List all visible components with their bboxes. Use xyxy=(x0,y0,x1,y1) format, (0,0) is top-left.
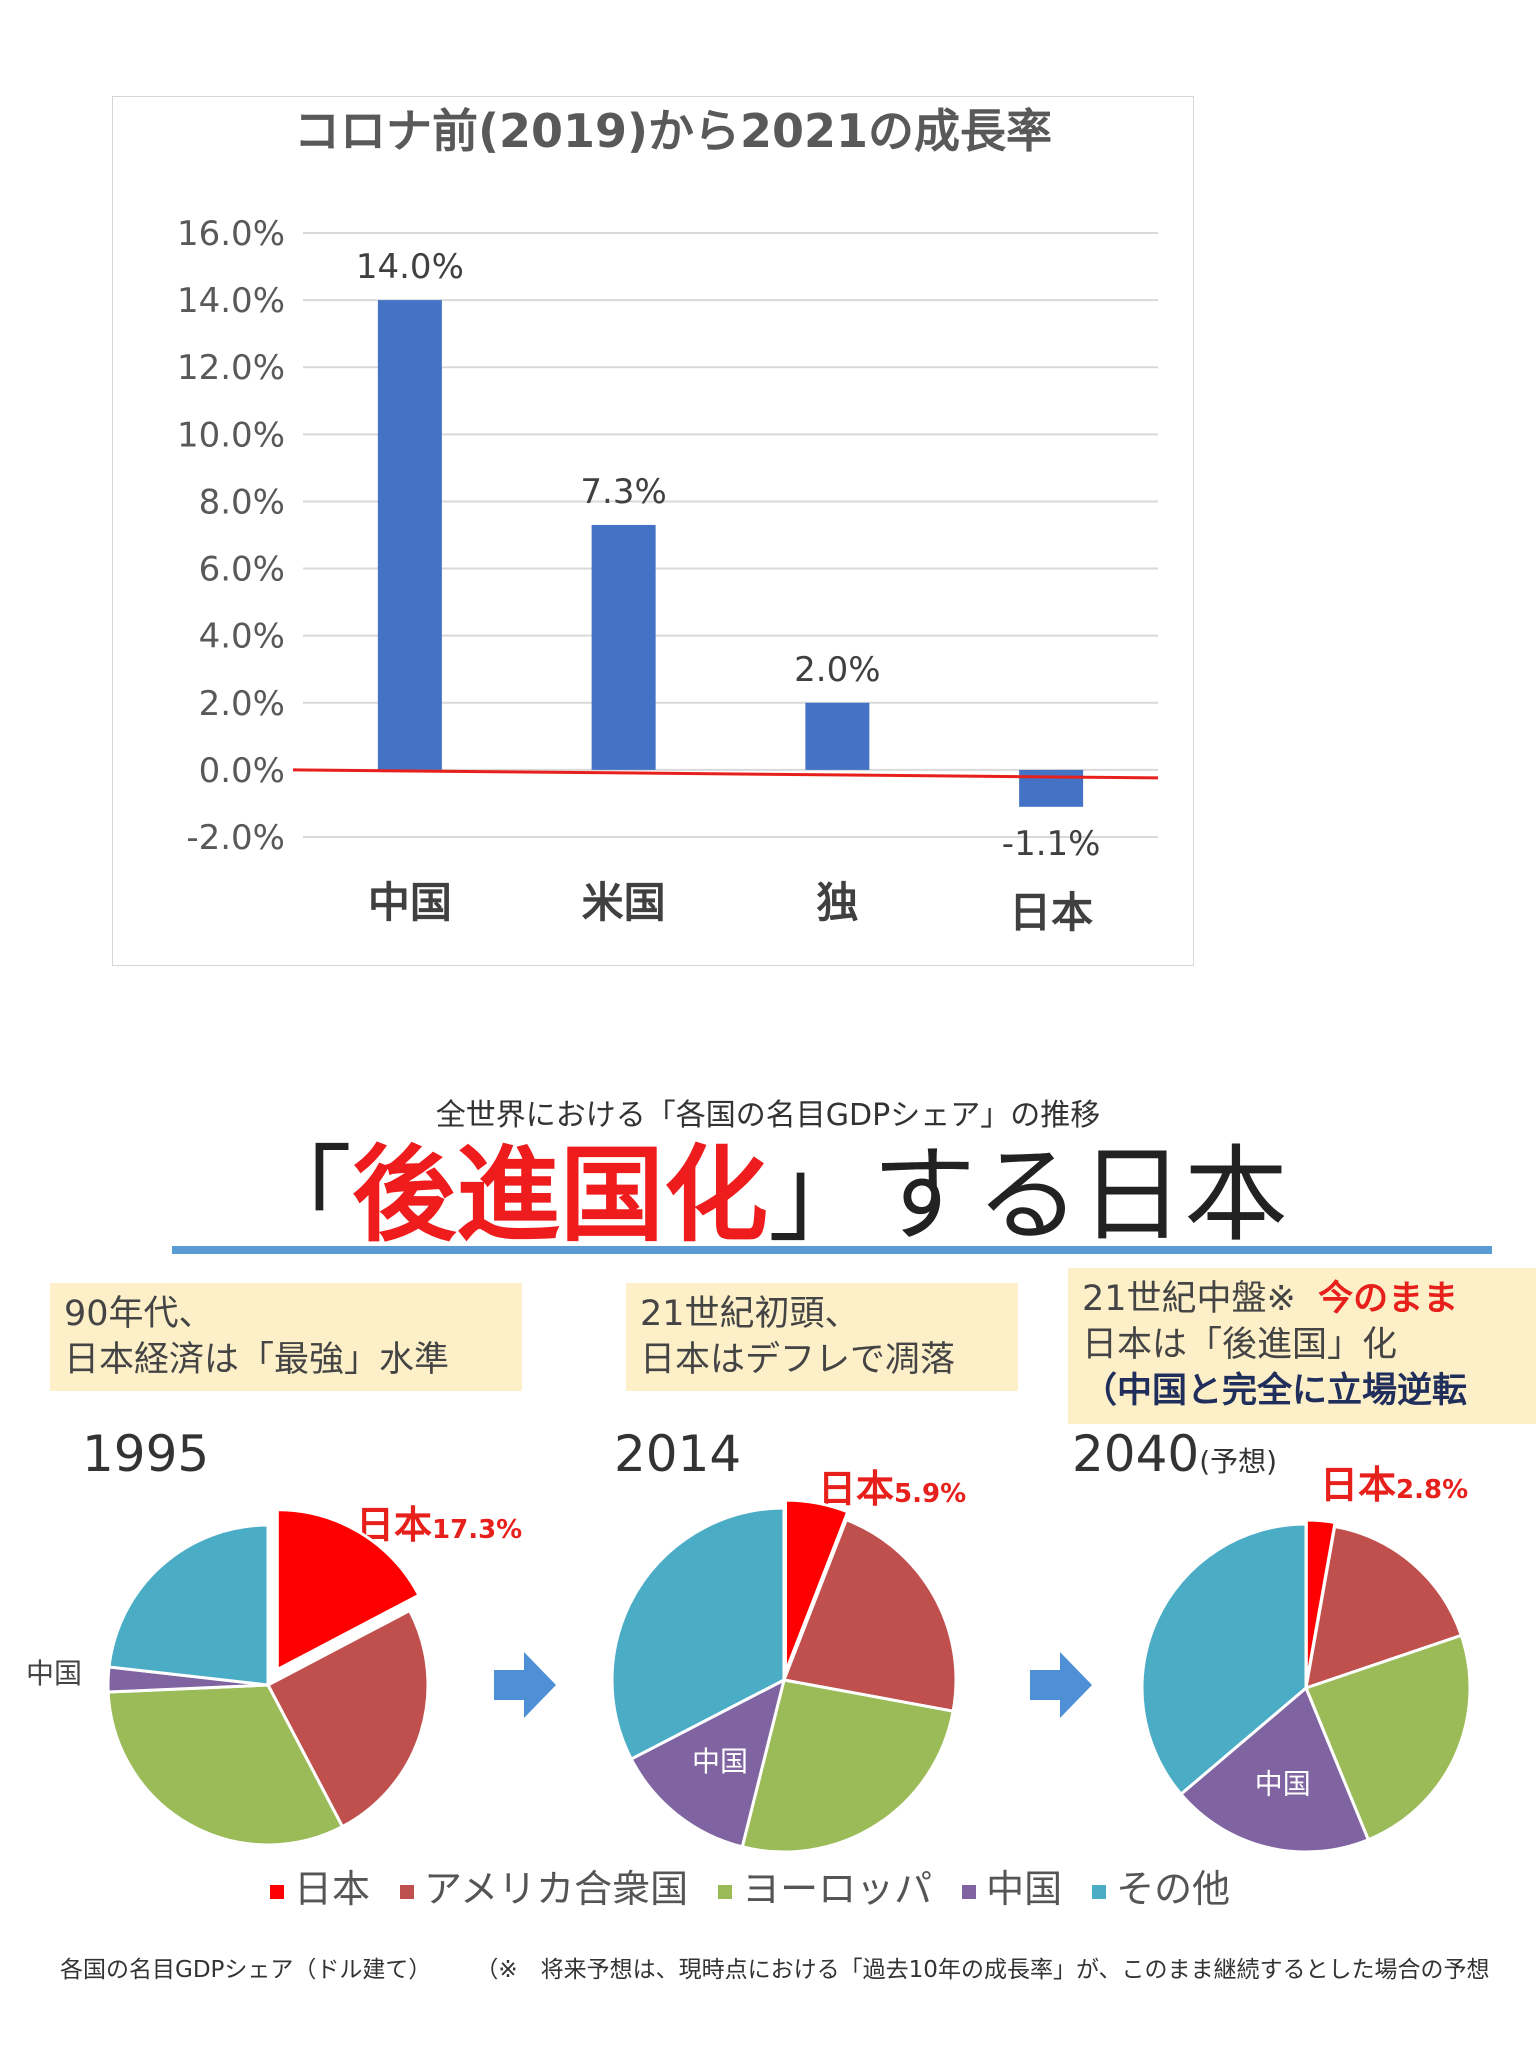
note-2040-line2: 日本は「後進国」化 xyxy=(1082,1325,1398,1365)
legend-item: アメリカ合衆国 xyxy=(400,1858,688,1913)
right-arrow-icon xyxy=(494,1652,556,1718)
legend-label: 中国 xyxy=(986,1867,1063,1911)
infographic-subtitle: 全世界における「各国の名目GDPシェア」の推移 xyxy=(435,1098,1101,1133)
pie-slice xyxy=(740,1678,955,1854)
footer-left: 各国の名目GDPシェア（ドル建て） xyxy=(60,1957,432,1983)
bar xyxy=(805,702,870,770)
pie-slice xyxy=(610,1506,786,1762)
y-tick-label: 0.0% xyxy=(199,751,285,791)
pie-slice xyxy=(107,1523,270,1687)
year-2040-value: 2040 xyxy=(1072,1425,1200,1483)
data-label: 14.0% xyxy=(356,247,464,287)
year-1995: 1995 xyxy=(82,1425,210,1483)
y-tick-label: 4.0% xyxy=(199,617,285,657)
note-2040-line3: （中国と完全に立場逆転 xyxy=(1082,1371,1468,1411)
pie-legend: 日本 アメリカ合衆国 ヨーロッパ 中国 その他 xyxy=(270,1858,1370,1911)
note-2040-line1a: 21世紀中盤※ xyxy=(1082,1279,1296,1319)
legend-item: その他 xyxy=(1092,1858,1230,1913)
category-label: 米国 xyxy=(582,878,666,927)
pie-1995-china-label: 中国 xyxy=(26,1657,83,1690)
headline-emphasis: 後進国化 xyxy=(351,1134,768,1256)
y-tick-label: 10.0% xyxy=(177,415,285,455)
headline-close: 」する日本 xyxy=(768,1134,1289,1256)
right-arrow-icon xyxy=(1030,1652,1092,1718)
pie-slice xyxy=(1140,1522,1308,1797)
legend-label: 日本 xyxy=(294,1867,371,1911)
pie-slice xyxy=(106,1683,345,1847)
pie-charts: 中国 中国 xyxy=(106,1498,1472,1854)
data-label: 7.3% xyxy=(580,472,666,512)
pie-2014-japan-label: 日本5.9% xyxy=(818,1467,967,1511)
category-label: 日本 xyxy=(1009,888,1093,937)
note-1995-line2: 日本経済は「最強」水準 xyxy=(64,1340,450,1380)
pie-2014: 中国 xyxy=(610,1498,958,1854)
note-2040: 21世紀中盤※ 今のまま 日本は「後進国」化 （中国と完全に立場逆転 xyxy=(1068,1268,1536,1424)
note-1995: 90年代、 日本経済は「最強」水準 xyxy=(50,1283,522,1391)
category-label: 独 xyxy=(816,878,858,927)
pie-slice xyxy=(275,1508,421,1673)
pie-china-label: 中国 xyxy=(1255,1768,1311,1801)
note-2014-line2: 日本はデフレで凋落 xyxy=(640,1340,956,1380)
legend-label: ヨーロッパ xyxy=(742,1867,933,1911)
pie-slice xyxy=(781,1517,958,1713)
y-tick-label: 8.0% xyxy=(199,482,285,522)
headline-open: 「 xyxy=(247,1134,352,1256)
bar xyxy=(591,524,656,770)
headline-divider xyxy=(172,1246,1492,1254)
data-label: 2.0% xyxy=(794,650,880,690)
legend-item: 中国 xyxy=(962,1858,1062,1913)
year-2040-note: (予想) xyxy=(1199,1445,1278,1478)
note-2014: 21世紀初頭、 日本はデフレで凋落 xyxy=(626,1283,1018,1391)
legend-item: ヨーロッパ xyxy=(718,1858,932,1913)
note-1995-line1: 90年代、 xyxy=(64,1294,214,1334)
pie-slice xyxy=(629,1677,787,1849)
y-tick-label: -2.0% xyxy=(186,818,285,858)
pie-2040: 中国 xyxy=(1140,1518,1472,1854)
y-tick-label: 2.0% xyxy=(199,684,285,724)
pie-slice xyxy=(1304,1633,1472,1842)
y-tick-label: 12.0% xyxy=(177,348,285,388)
pie-slice xyxy=(783,1498,850,1673)
data-label: -1.1% xyxy=(1002,824,1101,864)
legend-swatch xyxy=(400,1884,415,1899)
zero-line xyxy=(292,768,1159,780)
footer-right: （※ 将来予想は、現時点における「過去10年の成長率」が、このまま継続するとした… xyxy=(475,1957,1490,1983)
footer-note: 各国の名目GDPシェア（ドル建て） （※ 将来予想は、現時点における「過去10年の… xyxy=(60,1950,1520,1984)
legend-label: アメリカ合衆国 xyxy=(424,1867,689,1911)
note-2014-line1: 21世紀初頭、 xyxy=(640,1294,860,1334)
y-tick-label: 16.0% xyxy=(177,214,285,254)
y-tick-label: 6.0% xyxy=(199,550,285,590)
bar-chart-panel: コロナ前(2019)から2021の成長率 16.0% 14.0% 12.0% 10.0… xyxy=(112,96,1194,966)
pie-slice xyxy=(1178,1685,1371,1854)
bar-chart-title: コロナ前(2019)から2021の成長率 xyxy=(294,104,1052,158)
legend-swatch xyxy=(962,1884,977,1899)
bar xyxy=(377,300,442,770)
pie-2040-japan-label: 日本2.8% xyxy=(1320,1463,1469,1507)
pie-slice xyxy=(265,1608,430,1829)
pie-china-label: 中国 xyxy=(692,1745,748,1778)
legend-swatch xyxy=(1092,1884,1107,1899)
legend-swatch xyxy=(270,1884,284,1899)
year-2040: 2040(予想) xyxy=(1072,1425,1277,1483)
legend-label: その他 xyxy=(1116,1867,1231,1911)
legend-swatch xyxy=(718,1884,733,1899)
note-2040-line1b: 今のまま xyxy=(1318,1279,1459,1319)
category-label: 中国 xyxy=(368,878,452,927)
y-tick-label: 14.0% xyxy=(177,281,285,321)
pie-1995 xyxy=(106,1508,430,1847)
legend-item: 日本 xyxy=(270,1858,370,1913)
year-2014: 2014 xyxy=(614,1425,742,1483)
infographic-headline: 「後進国化」する日本 xyxy=(0,1130,1536,1260)
bar-chart: コロナ前(2019)から2021の成長率 16.0% 14.0% 12.0% 10.0… xyxy=(177,104,1159,937)
